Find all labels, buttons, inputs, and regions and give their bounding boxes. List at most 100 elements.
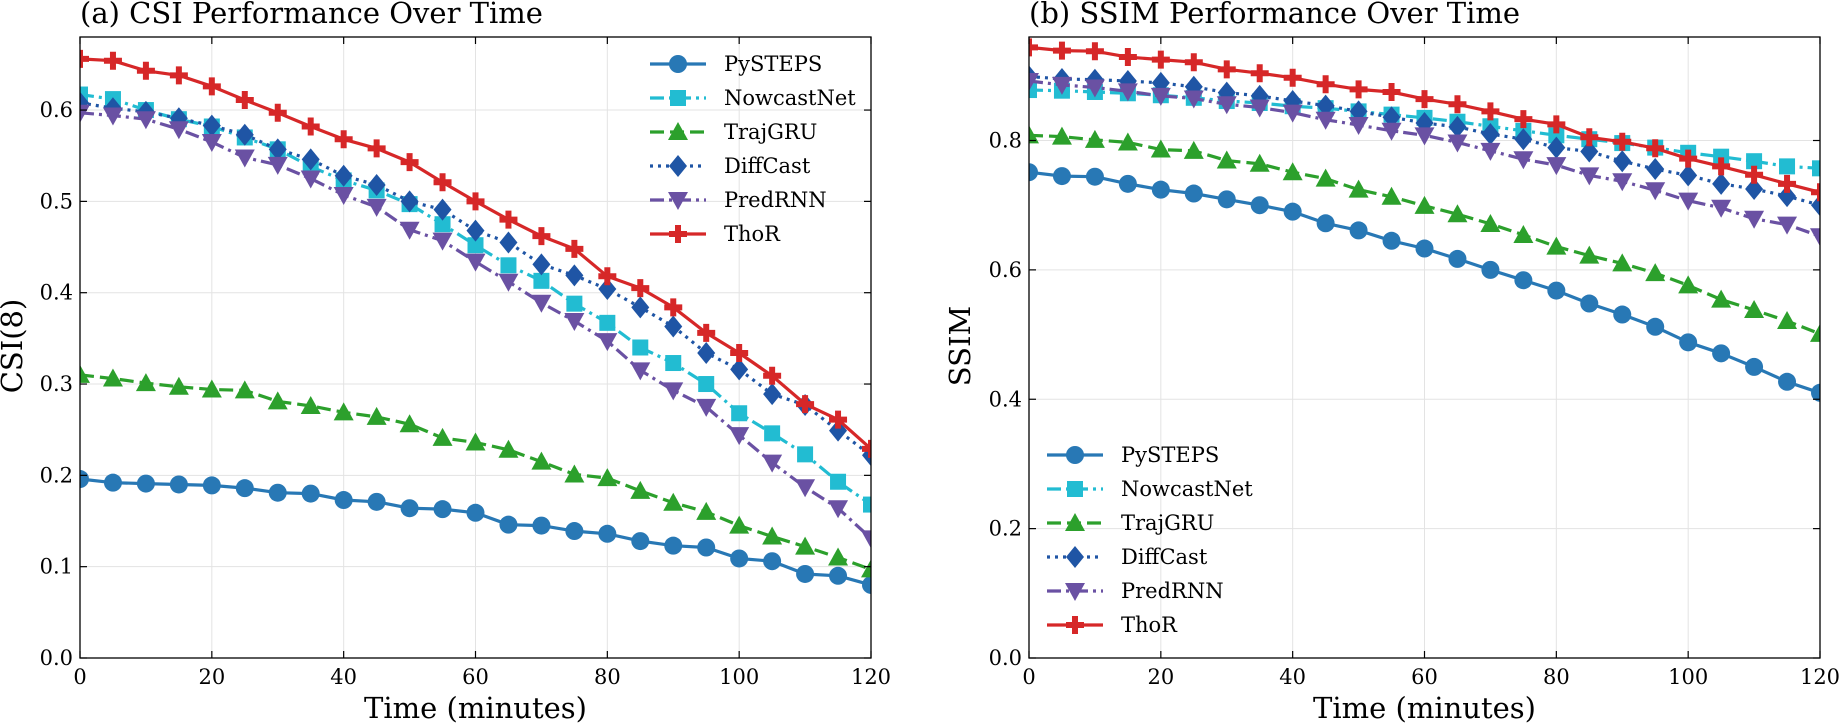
ssim-point-predrnn [1117,83,1138,102]
ssim-y-tick-label: 0.2 [989,517,1022,541]
ssim-point-pysteps [1778,372,1797,391]
ssim-point-pysteps [1811,383,1820,402]
csi-series-diffcast [80,91,871,467]
ssim-panel: (b) SSIM Performance Over Time 0 20 40 60 80… [943,0,1840,725]
ssim-point-diffcast [1745,178,1764,201]
csi-point-thor [598,267,617,286]
ssim-legend-marker [1066,446,1084,464]
ssim-point-pysteps [1052,167,1071,186]
csi-legend-marker [669,225,687,243]
csi-point-predrnn [762,454,783,473]
csi-point-trajgru [102,368,123,387]
ssim-point-predrnn [1084,79,1105,98]
ssim-legend-label: PredRNN [1121,579,1224,603]
csi-x-tick-label: 20 [198,665,225,689]
csi-point-trajgru [234,380,255,399]
ssim-point-thor [1712,157,1731,176]
ssim-point-trajgru [1084,129,1105,148]
csi-legend-marker [670,90,686,106]
csi-point-nowcastnet [665,355,682,372]
ssim-point-thor [1514,110,1533,129]
ssim-point-diffcast [1712,172,1731,195]
csi-point-pysteps [829,566,848,585]
ssim-point-thor [1052,41,1071,60]
ssim-point-thor [1448,95,1467,114]
csi-point-diffcast [466,219,485,242]
csi-point-predrnn [597,333,618,352]
ssim-point-thor [1085,42,1104,61]
csi-point-thor [80,49,89,68]
ssim-point-trajgru [1447,204,1468,223]
csi-series-trajgru [80,364,871,578]
ssim-point-predrnn [1645,182,1666,201]
csi-point-thor [565,239,584,258]
ssim-point-thor [1481,102,1500,121]
csi-point-nowcastnet [467,237,484,254]
ssim-legend-label: DiffCast [1121,545,1208,569]
ssim-point-predrnn [1447,134,1468,153]
ssim-legend-label: TrajGRU [1121,511,1214,535]
ssim-point-pysteps [1415,239,1434,258]
ssim-point-thor [1415,90,1434,109]
csi-point-trajgru [828,547,849,566]
csi-point-predrnn [201,134,222,153]
ssim-point-trajgru [1678,275,1699,294]
csi-point-thor [631,279,650,298]
csi-legend-marker [668,192,688,210]
ssim-point-trajgru [1711,289,1732,308]
csi-point-diffcast [532,253,551,276]
ssim-point-nowcastnet [1029,82,1037,99]
csi-point-thor [334,130,353,149]
csi-point-nowcastnet [533,272,550,289]
csi-point-pysteps [796,564,815,583]
csi-point-trajgru [300,395,321,414]
csi-point-trajgru [762,526,783,545]
ssim-point-diffcast [1646,157,1665,180]
csi-point-trajgru [80,364,90,383]
csi-point-pysteps [631,532,650,551]
csi-legend-item-nowcastnet: NowcastNet [650,86,856,110]
csi-point-predrnn [696,398,717,417]
csi-legend-label: TrajGRU [724,120,817,144]
ssim-point-predrnn [1414,127,1435,146]
ssim-point-diffcast [1349,100,1368,123]
csi-point-trajgru [465,432,486,451]
csi-point-nowcastnet [80,86,88,103]
csi-point-trajgru [597,468,618,487]
csi-legend-label: DiffCast [724,154,811,178]
csi-point-diffcast [763,383,782,406]
csi-legend: PySTEPS NowcastNet TrajGRU DiffCast PredRNN T… [650,52,856,246]
ssim-point-pysteps [1613,305,1632,324]
ssim-point-trajgru [1744,299,1765,318]
ssim-point-thor [1151,50,1170,69]
ssim-point-trajgru [1414,195,1435,214]
ssim-point-thor [1580,128,1599,147]
csi-point-thor [367,139,386,158]
csi-point-trajgru [333,402,354,421]
csi-point-thor [169,66,188,85]
ssim-point-diffcast [1613,150,1632,173]
csi-point-thor [862,439,871,458]
csi-point-trajgru [267,391,288,410]
csi-point-predrnn [729,427,750,446]
ssim-series-trajgru [1029,125,1820,342]
csi-x-axis-label: Time (minutes) [364,691,587,725]
ssim-point-predrnn [1546,157,1567,176]
csi-point-pysteps [334,491,353,510]
csi-y-tick-label: 0.5 [40,189,73,213]
ssim-point-pysteps [1118,174,1137,193]
csi-point-pysteps [136,474,155,493]
csi-legend-label: ThoR [724,222,781,246]
csi-point-pysteps [763,552,782,571]
csi-point-thor [400,153,419,172]
csi-point-pysteps [730,549,749,568]
ssim-point-pysteps [1085,167,1104,186]
csi-y-tick-label: 0.4 [40,281,73,305]
ssim-point-trajgru [1117,132,1138,151]
ssim-point-pysteps [1580,294,1599,313]
ssim-point-trajgru [1029,125,1039,144]
csi-point-trajgru [696,501,717,520]
csi-point-diffcast [433,198,452,221]
ssim-point-trajgru [1480,213,1501,232]
csi-point-pysteps [466,503,485,522]
